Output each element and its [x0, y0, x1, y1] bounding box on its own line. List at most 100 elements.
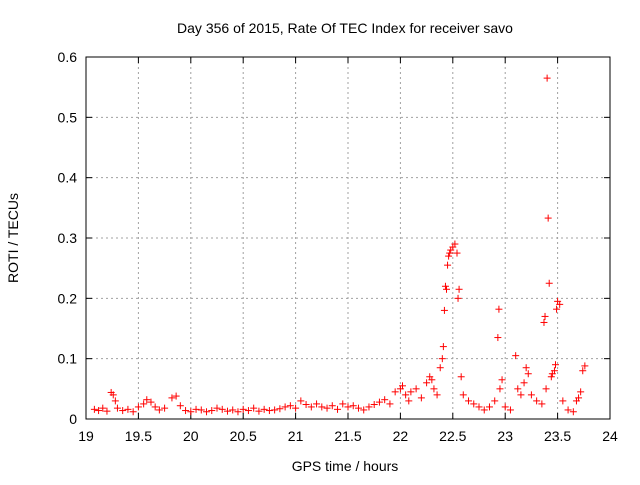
data-point — [334, 405, 342, 413]
data-point — [575, 394, 583, 402]
data-point — [197, 406, 205, 414]
data-point — [512, 352, 520, 360]
data-point — [514, 385, 522, 393]
data-point — [90, 405, 98, 413]
y-axis-label: ROTI / TECUs — [5, 193, 21, 283]
data-point — [443, 285, 451, 293]
x-tick-label: 24 — [602, 428, 618, 444]
data-point — [370, 401, 378, 409]
data-point — [147, 398, 155, 406]
data-point — [124, 405, 132, 413]
data-point — [495, 305, 503, 313]
data-point — [119, 407, 127, 415]
data-point — [436, 364, 444, 372]
data-point — [451, 240, 459, 248]
data-point — [440, 306, 448, 314]
data-point — [430, 385, 438, 393]
data-point — [453, 249, 461, 257]
data-point — [541, 312, 549, 320]
y-tick-label: 0.6 — [58, 49, 78, 65]
data-point — [457, 373, 465, 381]
data-point — [540, 318, 548, 326]
data-point — [485, 403, 493, 411]
data-point — [475, 403, 483, 411]
data-point — [111, 397, 119, 405]
data-point — [99, 404, 107, 412]
data-point — [328, 402, 336, 410]
data-point — [520, 379, 528, 387]
data-point — [229, 406, 237, 414]
data-point — [522, 364, 530, 372]
data-point — [129, 408, 137, 416]
data-point — [109, 391, 117, 399]
data-point — [302, 401, 310, 409]
data-point — [579, 367, 587, 375]
data-point — [234, 408, 242, 416]
data-point — [405, 397, 413, 405]
axis-ticks: 19 19.5 20 20.5 21 21.5 22 22.5 23 23.5 24 0 0.1 0.2 0… — [58, 49, 618, 444]
x-tick-label: 19 — [78, 428, 94, 444]
data-point — [445, 252, 453, 260]
data-point — [494, 334, 502, 342]
data-point — [446, 249, 454, 257]
data-point — [318, 403, 326, 411]
data-point — [417, 394, 425, 402]
data-point — [365, 403, 373, 411]
data-point — [433, 391, 441, 399]
x-tick-label: 21.5 — [334, 428, 361, 444]
data-point — [545, 279, 553, 287]
data-point — [556, 300, 564, 308]
data-point — [533, 397, 541, 405]
data-point — [95, 407, 103, 415]
data-point — [547, 373, 555, 381]
y-tick-label: 0.2 — [58, 290, 78, 306]
data-point — [208, 407, 216, 415]
data-point — [151, 403, 159, 411]
data-point — [577, 388, 585, 396]
x-tick-label: 23 — [497, 428, 513, 444]
x-tick-label: 20 — [183, 428, 199, 444]
data-point — [423, 379, 431, 387]
data-point — [543, 74, 551, 82]
data-point — [182, 407, 190, 415]
data-point — [313, 400, 321, 408]
data-point — [524, 370, 532, 378]
data-point — [375, 398, 383, 406]
data-point — [553, 305, 561, 313]
data-point — [498, 376, 506, 384]
data-point — [398, 382, 406, 390]
data-point — [412, 385, 420, 393]
data-point — [134, 403, 142, 411]
data-point — [428, 376, 436, 384]
data-point — [455, 285, 463, 293]
data-points — [90, 74, 589, 416]
data-point — [569, 408, 577, 416]
y-tick-label: 0.4 — [58, 170, 78, 186]
data-point — [323, 404, 331, 412]
chart-title: Day 356 of 2015, Rate Of TEC Index for r… — [177, 20, 513, 36]
x-tick-label: 20.5 — [230, 428, 257, 444]
data-point — [239, 405, 247, 413]
data-point — [391, 388, 399, 396]
data-point — [496, 385, 504, 393]
data-point — [161, 404, 169, 412]
data-point — [402, 391, 410, 399]
data-point — [286, 402, 294, 410]
data-point — [192, 405, 200, 413]
data-point — [307, 403, 315, 411]
data-point — [223, 407, 231, 415]
data-point — [276, 405, 284, 413]
data-point — [187, 408, 195, 416]
data-point — [542, 385, 550, 393]
data-point — [441, 282, 449, 290]
x-tick-label: 21 — [288, 428, 304, 444]
data-point — [168, 394, 176, 402]
data-point — [218, 405, 226, 413]
data-point — [255, 407, 263, 415]
y-tick-label: 0.5 — [58, 109, 78, 125]
data-point — [172, 392, 180, 400]
data-point — [564, 406, 572, 414]
y-tick-label: 0 — [69, 411, 77, 427]
data-point — [354, 404, 362, 412]
